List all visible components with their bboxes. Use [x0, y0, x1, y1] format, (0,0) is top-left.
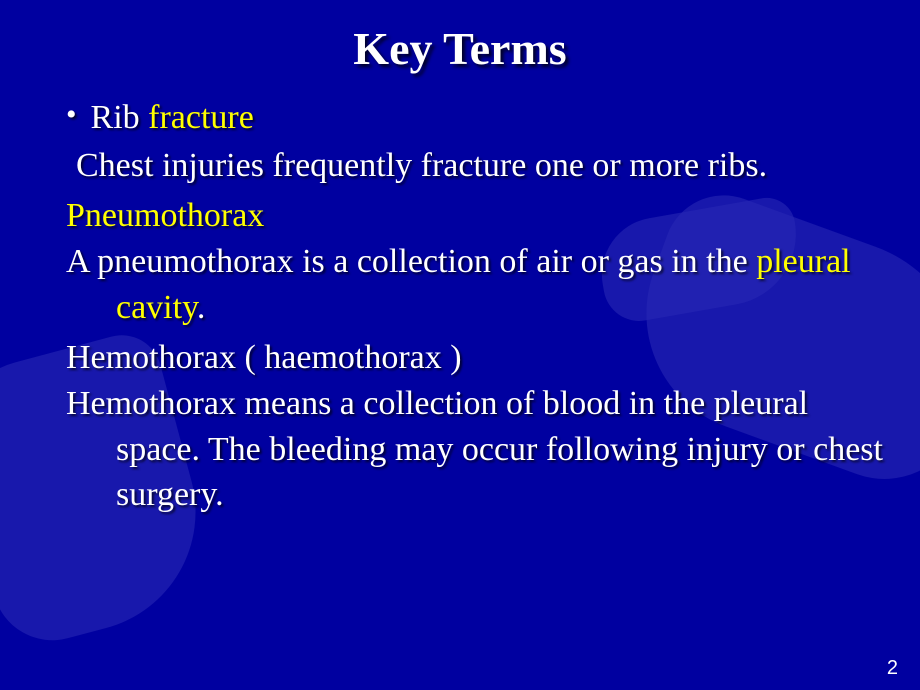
term-definition: A pneumothorax is a collection of air or… [66, 239, 890, 331]
term-hemothorax-heading: Hemothorax ( haemothorax ) [66, 339, 890, 377]
term-definition: Chest injuries frequently fracture one o… [66, 143, 890, 189]
def-pre: A pneumothorax is a collection of air or… [66, 243, 756, 280]
term-label: Rib fracture [91, 99, 254, 137]
page-number: 2 [887, 657, 898, 680]
bullet-icon: • [66, 100, 77, 130]
term-prefix: Rib [91, 99, 149, 136]
slide-content: • Rib fracture Chest injuries frequently… [30, 99, 890, 518]
slide-container: Key Terms • Rib fracture Chest injuries … [0, 0, 920, 690]
slide-title: Key Terms [30, 22, 890, 75]
term-rib-fracture: • Rib fracture [66, 99, 890, 137]
def-post: . [197, 289, 206, 326]
term-definition: Hemothorax means a collection of blood i… [66, 381, 890, 519]
term-highlight: fracture [148, 99, 254, 136]
term-pneumothorax-heading: Pneumothorax [66, 197, 890, 235]
